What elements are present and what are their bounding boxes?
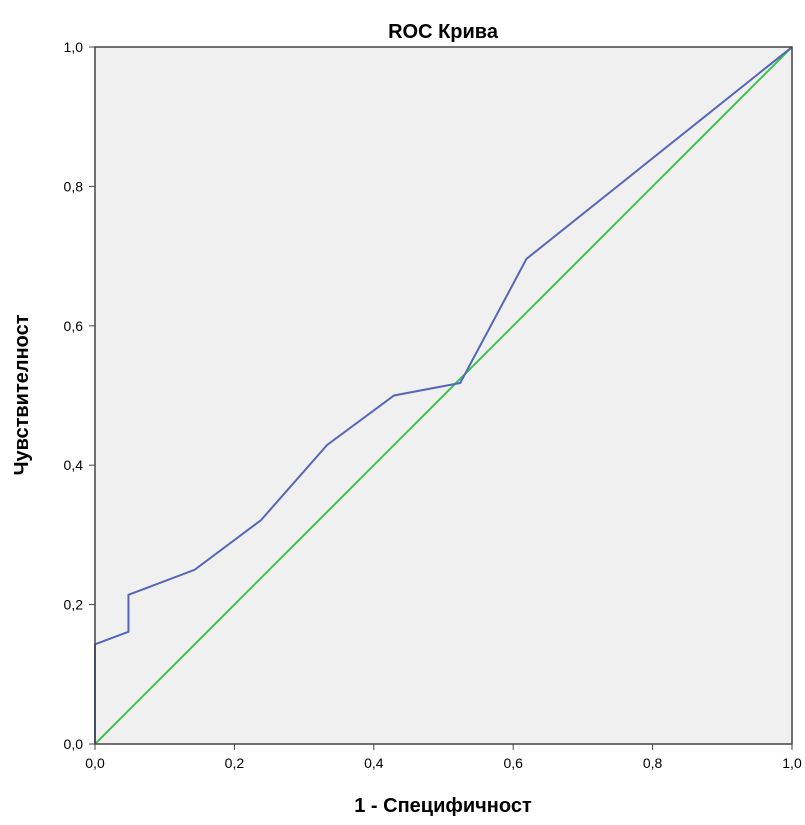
y-tick-label: 0,2 — [64, 597, 84, 613]
reference-line — [94, 46, 793, 745]
x-axis-ticks: 0,0 0,2 0,4 0,6 0,8 1,0 — [85, 744, 802, 771]
x-tick-label: 0,4 — [364, 755, 384, 771]
x-tick-label: 0,8 — [643, 755, 663, 771]
y-tick-label: 0,4 — [64, 457, 84, 473]
y-axis-label: Чувствителност — [11, 314, 33, 475]
x-axis-label: 1 - Специфичност — [354, 795, 532, 817]
chart-title: ROC Крива — [388, 21, 499, 43]
roc-curve-line — [94, 46, 793, 744]
x-tick-label: 1,0 — [782, 755, 802, 771]
y-axis-ticks: 0,0 0,2 0,4 0,6 0,8 1,0 — [64, 39, 95, 752]
plot-frame — [94, 46, 793, 745]
x-tick-label: 0,2 — [225, 755, 245, 771]
y-tick-label: 1,0 — [64, 39, 84, 55]
x-tick-label: 0,6 — [503, 755, 523, 771]
y-tick-label: 0,0 — [64, 736, 84, 752]
series-layer — [94, 46, 793, 745]
y-tick-label: 0,6 — [64, 318, 84, 334]
y-tick-label: 0,8 — [64, 178, 84, 194]
x-tick-label: 0,0 — [85, 755, 105, 771]
